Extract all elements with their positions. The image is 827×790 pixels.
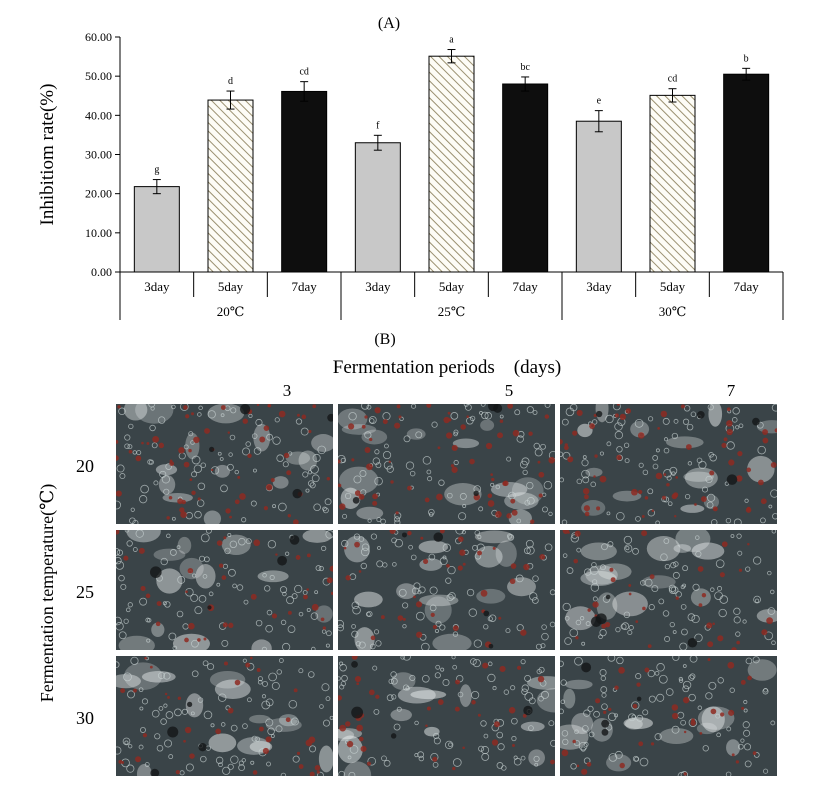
micrograph-image xyxy=(560,656,777,776)
category-label: 3day xyxy=(144,279,170,294)
group-label: 30℃ xyxy=(659,304,687,319)
significance-letter: cd xyxy=(668,74,677,85)
micrograph-image xyxy=(560,404,777,524)
significance-letter: a xyxy=(449,35,454,46)
micrograph-image xyxy=(338,404,555,524)
micrograph-image xyxy=(116,656,333,776)
group-label: 25℃ xyxy=(438,304,466,319)
significance-letter: g xyxy=(154,165,159,176)
bar xyxy=(649,94,696,273)
inhibition-rate-chart: 0.00 10.00 20.00 30.00 40.00 50.00 60.00 Inhibi… xyxy=(37,30,784,320)
y-tick-label: 30.00 xyxy=(85,148,112,162)
bar xyxy=(281,90,328,273)
category-label: 5day xyxy=(439,279,465,294)
significance-letter: f xyxy=(376,120,380,131)
y-tick-label: 60.00 xyxy=(85,30,112,44)
micrograph-column-label: 7 xyxy=(727,381,736,400)
category-label: 3day xyxy=(586,279,612,294)
micrograph-column-label: 3 xyxy=(283,381,292,400)
y-tick-label: 0.00 xyxy=(91,265,112,279)
significance-letter: bc xyxy=(520,62,530,73)
category-label: 7day xyxy=(734,279,760,294)
group-label: 20℃ xyxy=(217,304,245,319)
micrograph-column-title: Fermentation periods (days) xyxy=(333,357,561,378)
bar xyxy=(502,83,549,273)
significance-letter: d xyxy=(228,76,233,87)
micrograph-row-title: Fermentation temperature(℃) xyxy=(37,484,58,703)
micrograph-grid: 3 5 7 20 25 30 xyxy=(76,381,777,776)
micrograph-image xyxy=(116,404,333,524)
category-label: 5day xyxy=(660,279,686,294)
y-tick-label: 20.00 xyxy=(85,187,112,201)
micrograph-column-label: 5 xyxy=(505,381,514,400)
bar xyxy=(207,99,254,273)
bar xyxy=(133,186,180,273)
bar xyxy=(354,142,401,273)
significance-letter: cd xyxy=(299,67,308,78)
y-tick-label: 40.00 xyxy=(85,108,112,122)
micrograph-row-label: 30 xyxy=(76,708,94,728)
micrograph-image xyxy=(560,530,777,650)
y-tick-label: 10.00 xyxy=(85,226,112,240)
bar xyxy=(428,55,475,273)
y-axis-label: Inhibitiom rate(%) xyxy=(37,84,58,226)
micrograph-row-label: 25 xyxy=(76,582,94,602)
micrograph-image xyxy=(338,530,555,650)
category-label: 3day xyxy=(365,279,391,294)
significance-letter: e xyxy=(597,96,602,107)
category-label: 7day xyxy=(513,279,539,294)
panel-a-label: (A) xyxy=(378,15,400,32)
category-label: 7day xyxy=(292,279,318,294)
micrograph-image xyxy=(338,656,555,776)
bar xyxy=(575,120,622,273)
category-label: 5day xyxy=(218,279,244,294)
micrograph-image xyxy=(116,530,333,650)
bar xyxy=(723,73,770,273)
significance-letter: b xyxy=(744,53,749,64)
micrograph-row-label: 20 xyxy=(76,456,94,476)
y-tick-label: 50.00 xyxy=(85,69,112,83)
panel-b-label: (B) xyxy=(374,331,395,348)
